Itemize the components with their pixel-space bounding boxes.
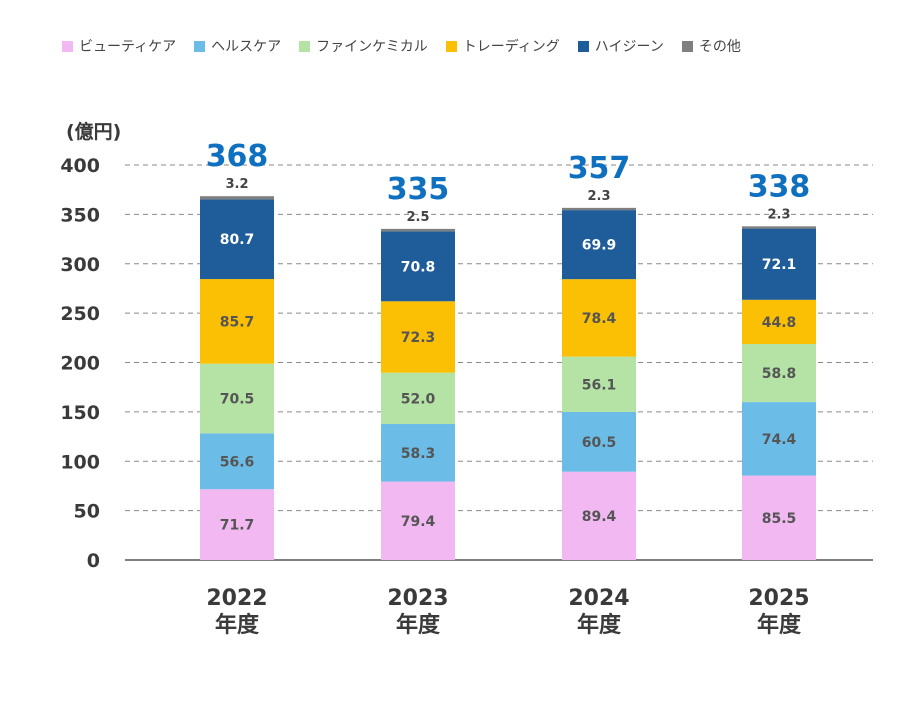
x-tick-label: 2024 — [568, 586, 629, 611]
legend-label: ファインケミカル — [316, 39, 428, 55]
bar-segment — [200, 199, 274, 280]
legend-item: ヘルスケア — [194, 36, 281, 56]
bar-segment — [381, 231, 455, 302]
legend-item: その他 — [681, 36, 741, 56]
legend-swatch — [577, 40, 589, 52]
data-label: 71.7 — [220, 518, 255, 534]
total-label: 357 — [568, 151, 631, 186]
bar-segment — [200, 279, 274, 364]
bar-segment — [200, 433, 274, 490]
data-label: 56.6 — [220, 454, 255, 470]
total-label: 368 — [206, 139, 269, 174]
x-tick-label: 2025 — [748, 586, 809, 611]
bar-segment — [200, 196, 274, 200]
data-label: 58.3 — [401, 446, 436, 462]
other-data-label: 3.2 — [225, 177, 248, 192]
bar-segment — [742, 228, 816, 300]
bar-segment — [381, 424, 455, 482]
bar-segment — [381, 301, 455, 373]
x-tick-label: 2022 — [206, 586, 267, 611]
y-tick-label: 200 — [60, 353, 100, 375]
x-tick-label: 年度 — [396, 612, 441, 638]
other-data-label: 2.5 — [406, 210, 429, 225]
data-label: 70.8 — [401, 259, 436, 275]
y-tick-label: 300 — [60, 254, 100, 276]
legend-label: ハイジーン — [594, 39, 664, 55]
bar-segment — [562, 471, 636, 560]
legend-label: その他 — [698, 39, 741, 55]
legend-item: ハイジーン — [577, 36, 664, 56]
data-label: 78.4 — [582, 311, 617, 327]
legend-swatch — [62, 40, 73, 52]
data-label: 85.5 — [762, 511, 797, 527]
legend-swatch — [194, 40, 206, 52]
y-axis-unit-label: (億円) — [66, 120, 121, 143]
x-tick-label: 2023 — [387, 586, 448, 611]
legend-item: トレーディング — [445, 36, 560, 56]
data-label: 80.7 — [220, 232, 255, 248]
y-tick-label: 350 — [60, 204, 100, 226]
data-label: 79.4 — [401, 514, 436, 530]
legend-swatch — [299, 40, 311, 52]
bar-segment — [742, 475, 816, 560]
data-label: 58.8 — [762, 366, 797, 382]
legend-swatch — [445, 40, 457, 52]
y-tick-label: 0 — [87, 550, 100, 572]
data-label: 44.8 — [762, 315, 797, 331]
legend-item: ビューティケア — [62, 36, 176, 56]
other-data-label: 2.3 — [767, 207, 790, 222]
y-tick-label: 250 — [60, 303, 100, 325]
legend-label: ビューティケア — [79, 39, 177, 55]
legend: ビューティケア ヘルスケア ファインケミカル トレーディング ハイジーン その他 — [62, 36, 741, 56]
data-label: 52.0 — [401, 391, 436, 407]
bar-segment — [742, 226, 816, 229]
data-label: 72.1 — [762, 257, 797, 273]
bar-segment — [742, 344, 816, 403]
legend-label: トレーディング — [462, 39, 560, 55]
data-label: 74.4 — [762, 432, 797, 448]
bar-segment — [200, 363, 274, 434]
bar-segment — [200, 489, 274, 560]
legend-item: ファインケミカル — [299, 36, 428, 56]
y-tick-label: 50 — [74, 501, 100, 523]
y-tick-label: 100 — [60, 451, 100, 473]
legend-swatch — [681, 40, 693, 52]
y-tick-label: 400 — [60, 155, 100, 177]
bar-segment — [381, 228, 455, 232]
x-tick-label: 年度 — [757, 612, 802, 638]
data-label: 69.9 — [582, 238, 617, 254]
data-label: 56.1 — [582, 377, 617, 393]
bar-segment — [381, 372, 455, 425]
y-tick-label: 150 — [60, 402, 100, 424]
x-tick-label: 年度 — [215, 612, 260, 638]
data-label: 70.5 — [220, 391, 255, 407]
bar-segment — [562, 207, 636, 211]
bar-segment — [562, 411, 636, 472]
data-label: 85.7 — [220, 314, 255, 330]
bar-segment — [742, 299, 816, 345]
data-label: 89.4 — [582, 509, 617, 525]
total-label: 338 — [748, 169, 811, 204]
bar-segment — [381, 481, 455, 560]
data-label: 60.5 — [582, 435, 617, 451]
legend-label: ヘルスケア — [211, 39, 282, 55]
other-data-label: 2.3 — [587, 189, 610, 204]
x-tick-label: 年度 — [577, 612, 622, 638]
bar-segment — [562, 356, 636, 412]
bar-segment — [562, 279, 636, 357]
bar-segment — [742, 402, 816, 476]
total-label: 335 — [387, 172, 450, 207]
data-label: 72.3 — [401, 330, 436, 346]
bar-segment — [562, 210, 636, 280]
